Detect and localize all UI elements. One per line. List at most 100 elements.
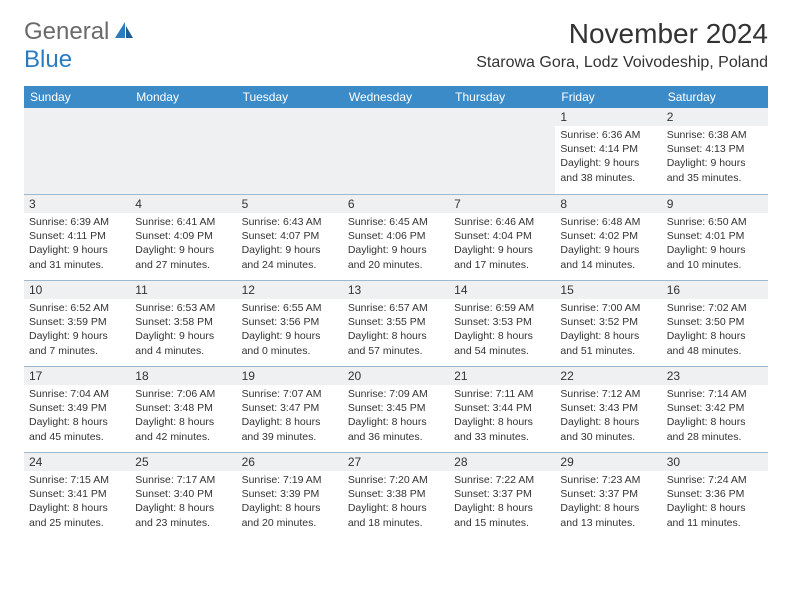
day-cell: 3 Sunrise: 6:39 AMSunset: 4:11 PMDaylight…	[24, 194, 130, 280]
day-info: Sunrise: 7:19 AMSunset: 3:39 PMDaylight:…	[242, 473, 338, 530]
day-cell: 9 Sunrise: 6:50 AMSunset: 4:01 PMDaylight…	[662, 194, 768, 280]
day-info: Sunrise: 7:23 AMSunset: 3:37 PMDaylight:…	[560, 473, 656, 530]
day-number: 10	[24, 281, 130, 299]
day-cell: 15 Sunrise: 7:00 AMSunset: 3:52 PMDayligh…	[555, 280, 661, 366]
day-info: Sunrise: 6:57 AMSunset: 3:55 PMDaylight:…	[348, 301, 444, 358]
calendar-grid: 1 Sunrise: 6:36 AMSunset: 4:14 PMDaylight…	[24, 108, 768, 538]
day-cell: 10 Sunrise: 6:52 AMSunset: 3:59 PMDayligh…	[24, 280, 130, 366]
day-cell: 11 Sunrise: 6:53 AMSunset: 3:58 PMDayligh…	[130, 280, 236, 366]
day-cell: 23 Sunrise: 7:14 AMSunset: 3:42 PMDayligh…	[662, 366, 768, 452]
day-number: 19	[237, 367, 343, 385]
day-number: 24	[24, 453, 130, 471]
day-info: Sunrise: 6:39 AMSunset: 4:11 PMDaylight:…	[29, 215, 125, 272]
day-cell: 4Sunrise: 6:41 AMSunset: 4:09 PMDaylight…	[130, 194, 236, 280]
day-cell: 30 Sunrise: 7:24 AMSunset: 3:36 PMDayligh…	[662, 452, 768, 538]
day-number: 4	[130, 195, 236, 213]
day-info: Sunrise: 7:02 AMSunset: 3:50 PMDaylight:…	[667, 301, 763, 358]
weekday-header: Monday	[130, 86, 236, 108]
day-cell: 21Sunrise: 7:11 AMSunset: 3:44 PMDayligh…	[449, 366, 555, 452]
day-cell: 27 Sunrise: 7:20 AMSunset: 3:38 PMDayligh…	[343, 452, 449, 538]
day-cell: 25 Sunrise: 7:17 AMSunset: 3:40 PMDayligh…	[130, 452, 236, 538]
weekday-header: Sunday	[24, 86, 130, 108]
weekday-header: Friday	[555, 86, 661, 108]
day-info: Sunrise: 7:14 AMSunset: 3:42 PMDaylight:…	[667, 387, 763, 444]
day-number: 23	[662, 367, 768, 385]
day-cell: 7 Sunrise: 6:46 AMSunset: 4:04 PMDaylight…	[449, 194, 555, 280]
day-cell: 16Sunrise: 7:02 AMSunset: 3:50 PMDayligh…	[662, 280, 768, 366]
day-number: 28	[449, 453, 555, 471]
day-cell: 18Sunrise: 7:06 AMSunset: 3:48 PMDayligh…	[130, 366, 236, 452]
day-number: 27	[343, 453, 449, 471]
day-info: Sunrise: 6:53 AMSunset: 3:58 PMDaylight:…	[135, 301, 231, 358]
day-number: 1	[555, 108, 661, 126]
day-number: 11	[130, 281, 236, 299]
location: Starowa Gora, Lodz Voivodeship, Poland	[476, 54, 768, 72]
day-number: 26	[237, 453, 343, 471]
day-cell: 2Sunrise: 6:38 AMSunset: 4:13 PMDaylight…	[662, 108, 768, 194]
day-number: 5	[237, 195, 343, 213]
logo-text-blue: Blue	[24, 46, 72, 73]
day-number: 12	[237, 281, 343, 299]
weekday-header: Wednesday	[343, 86, 449, 108]
day-cell: 1 Sunrise: 6:36 AMSunset: 4:14 PMDaylight…	[555, 108, 661, 194]
day-info: Sunrise: 7:22 AMSunset: 3:37 PMDaylight:…	[454, 473, 550, 530]
day-info: Sunrise: 6:45 AMSunset: 4:06 PMDaylight:…	[348, 215, 444, 272]
empty-cell	[237, 108, 343, 194]
day-info: Sunrise: 7:00 AMSunset: 3:52 PMDaylight:…	[560, 301, 656, 358]
logo-sail-icon	[113, 20, 135, 45]
empty-cell	[130, 108, 236, 194]
day-info: Sunrise: 7:15 AMSunset: 3:41 PMDaylight:…	[29, 473, 125, 530]
day-cell: 17Sunrise: 7:04 AMSunset: 3:49 PMDayligh…	[24, 366, 130, 452]
day-cell: 13Sunrise: 6:57 AMSunset: 3:55 PMDayligh…	[343, 280, 449, 366]
day-number: 8	[555, 195, 661, 213]
day-info: Sunrise: 6:50 AMSunset: 4:01 PMDaylight:…	[667, 215, 763, 272]
weekday-row: SundayMondayTuesdayWednesdayThursdayFrid…	[24, 86, 768, 108]
empty-cell	[24, 108, 130, 194]
day-info: Sunrise: 6:43 AMSunset: 4:07 PMDaylight:…	[242, 215, 338, 272]
day-number: 9	[662, 195, 768, 213]
day-info: Sunrise: 7:24 AMSunset: 3:36 PMDaylight:…	[667, 473, 763, 530]
day-number: 20	[343, 367, 449, 385]
day-info: Sunrise: 6:48 AMSunset: 4:02 PMDaylight:…	[560, 215, 656, 272]
day-cell: 14 Sunrise: 6:59 AMSunset: 3:53 PMDayligh…	[449, 280, 555, 366]
day-number: 18	[130, 367, 236, 385]
header: General November 2024 Starowa Gora, Lodz…	[0, 0, 792, 80]
day-number: 7	[449, 195, 555, 213]
logo-text-general: General	[24, 18, 109, 46]
weekday-header: Tuesday	[237, 86, 343, 108]
day-number: 29	[555, 453, 661, 471]
day-number: 30	[662, 453, 768, 471]
day-number: 21	[449, 367, 555, 385]
day-number: 22	[555, 367, 661, 385]
empty-cell	[449, 108, 555, 194]
day-cell: 28 Sunrise: 7:22 AMSunset: 3:37 PMDayligh…	[449, 452, 555, 538]
day-info: Sunrise: 7:17 AMSunset: 3:40 PMDaylight:…	[135, 473, 231, 530]
day-info: Sunrise: 6:38 AMSunset: 4:13 PMDaylight:…	[667, 128, 763, 185]
day-info: Sunrise: 6:55 AMSunset: 3:56 PMDaylight:…	[242, 301, 338, 358]
empty-cell	[343, 108, 449, 194]
month-title: November 2024	[476, 18, 768, 50]
day-info: Sunrise: 7:07 AMSunset: 3:47 PMDaylight:…	[242, 387, 338, 444]
logo-blue-text-wrap: Blue	[24, 46, 72, 74]
logo: General	[24, 18, 137, 46]
day-info: Sunrise: 7:20 AMSunset: 3:38 PMDaylight:…	[348, 473, 444, 530]
calendar: SundayMondayTuesdayWednesdayThursdayFrid…	[24, 86, 768, 538]
day-cell: 8 Sunrise: 6:48 AMSunset: 4:02 PMDaylight…	[555, 194, 661, 280]
day-cell: 19 Sunrise: 7:07 AMSunset: 3:47 PMDayligh…	[237, 366, 343, 452]
day-info: Sunrise: 6:52 AMSunset: 3:59 PMDaylight:…	[29, 301, 125, 358]
day-info: Sunrise: 6:36 AMSunset: 4:14 PMDaylight:…	[560, 128, 656, 185]
day-number: 25	[130, 453, 236, 471]
day-info: Sunrise: 6:59 AMSunset: 3:53 PMDaylight:…	[454, 301, 550, 358]
weekday-header: Saturday	[662, 86, 768, 108]
day-cell: 20 Sunrise: 7:09 AMSunset: 3:45 PMDayligh…	[343, 366, 449, 452]
day-info: Sunrise: 7:09 AMSunset: 3:45 PMDaylight:…	[348, 387, 444, 444]
day-cell: 24 Sunrise: 7:15 AMSunset: 3:41 PMDayligh…	[24, 452, 130, 538]
day-cell: 12 Sunrise: 6:55 AMSunset: 3:56 PMDayligh…	[237, 280, 343, 366]
day-number: 14	[449, 281, 555, 299]
day-cell: 29 Sunrise: 7:23 AMSunset: 3:37 PMDayligh…	[555, 452, 661, 538]
day-number: 3	[24, 195, 130, 213]
day-cell: 6Sunrise: 6:45 AMSunset: 4:06 PMDaylight…	[343, 194, 449, 280]
day-number: 15	[555, 281, 661, 299]
day-info: Sunrise: 6:46 AMSunset: 4:04 PMDaylight:…	[454, 215, 550, 272]
day-cell: 26 Sunrise: 7:19 AMSunset: 3:39 PMDayligh…	[237, 452, 343, 538]
